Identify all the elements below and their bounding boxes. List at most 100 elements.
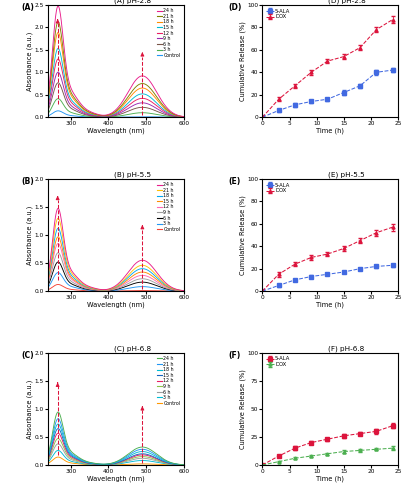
24 h [178, 288, 183, 294]
18 h [181, 462, 186, 468]
15 h [110, 112, 115, 117]
24 h [55, 206, 60, 212]
12 h [55, 240, 60, 246]
12 h [126, 278, 131, 284]
Line: 24 h: 24 h [48, 412, 183, 465]
12 h [157, 457, 162, 463]
Title: (E) pH-5.5: (E) pH-5.5 [327, 171, 364, 177]
Title: (B) pH-5.5: (B) pH-5.5 [113, 171, 150, 177]
18 h [181, 288, 186, 294]
24 h [126, 450, 131, 456]
24 h [55, 3, 60, 9]
15 h [157, 103, 162, 109]
X-axis label: Wavelength (nm): Wavelength (nm) [87, 476, 144, 482]
21 h [126, 271, 131, 277]
Control [181, 114, 186, 120]
6 h [119, 460, 124, 466]
18 h [46, 96, 51, 102]
Control [110, 114, 115, 120]
6 h [178, 462, 183, 468]
12 h [126, 456, 131, 462]
24 h [110, 284, 115, 290]
18 h [178, 462, 183, 468]
Control [157, 288, 162, 294]
6 h [55, 259, 60, 265]
Line: 15 h: 15 h [48, 48, 183, 117]
24 h [111, 284, 116, 290]
12 h [111, 286, 116, 292]
24 h [46, 90, 51, 96]
3 h [110, 462, 115, 468]
24 h [46, 270, 51, 276]
21 h [126, 452, 131, 458]
18 h [55, 30, 60, 36]
3 h [178, 462, 183, 468]
15 h [111, 460, 116, 466]
Line: 9 h: 9 h [48, 252, 183, 291]
Y-axis label: Cumulative Release (%): Cumulative Release (%) [239, 21, 245, 101]
9 h [110, 112, 115, 118]
15 h [178, 288, 183, 294]
12 h [110, 461, 115, 467]
Line: 12 h: 12 h [48, 59, 183, 117]
3 h [126, 285, 131, 291]
9 h [178, 114, 183, 120]
18 h [111, 110, 116, 116]
6 h [126, 458, 131, 464]
6 h [110, 461, 115, 467]
3 h [55, 270, 60, 276]
24 h [181, 462, 186, 468]
Control [111, 114, 116, 120]
Title: (F) pH-6.8: (F) pH-6.8 [328, 345, 364, 352]
18 h [157, 456, 162, 462]
Y-axis label: Cumulative Release (%): Cumulative Release (%) [239, 195, 245, 275]
9 h [126, 105, 131, 111]
9 h [119, 284, 124, 290]
6 h [126, 282, 131, 288]
6 h [111, 113, 116, 119]
X-axis label: Time (h): Time (h) [316, 302, 343, 308]
24 h [55, 409, 60, 415]
9 h [178, 288, 183, 294]
21 h [111, 110, 116, 116]
12 h [55, 56, 60, 62]
9 h [111, 286, 116, 292]
X-axis label: Time (h): Time (h) [316, 476, 343, 482]
6 h [157, 458, 162, 464]
12 h [46, 455, 51, 461]
Text: (A): (A) [21, 3, 34, 12]
9 h [181, 288, 186, 294]
9 h [46, 104, 51, 110]
3 h [46, 459, 51, 465]
9 h [119, 459, 124, 465]
9 h [126, 456, 131, 462]
6 h [126, 108, 131, 114]
9 h [178, 462, 183, 468]
9 h [181, 114, 186, 120]
6 h [119, 110, 124, 116]
21 h [110, 285, 115, 291]
18 h [55, 225, 60, 231]
24 h [119, 100, 124, 105]
Control [126, 462, 131, 468]
15 h [126, 454, 131, 460]
15 h [126, 276, 131, 281]
3 h [178, 288, 183, 294]
18 h [119, 104, 124, 110]
Control [126, 114, 131, 120]
24 h [181, 114, 186, 119]
21 h [55, 19, 60, 25]
18 h [126, 274, 131, 280]
21 h [157, 276, 162, 281]
6 h [178, 114, 183, 120]
3 h [181, 462, 186, 468]
12 h [110, 112, 115, 118]
24 h [181, 288, 186, 294]
24 h [178, 113, 183, 119]
18 h [126, 95, 131, 101]
12 h [110, 286, 115, 292]
Title: (D) pH-2.8: (D) pH-2.8 [327, 0, 365, 4]
6 h [110, 287, 115, 293]
Text: (F): (F) [228, 350, 240, 360]
3 h [119, 460, 124, 466]
